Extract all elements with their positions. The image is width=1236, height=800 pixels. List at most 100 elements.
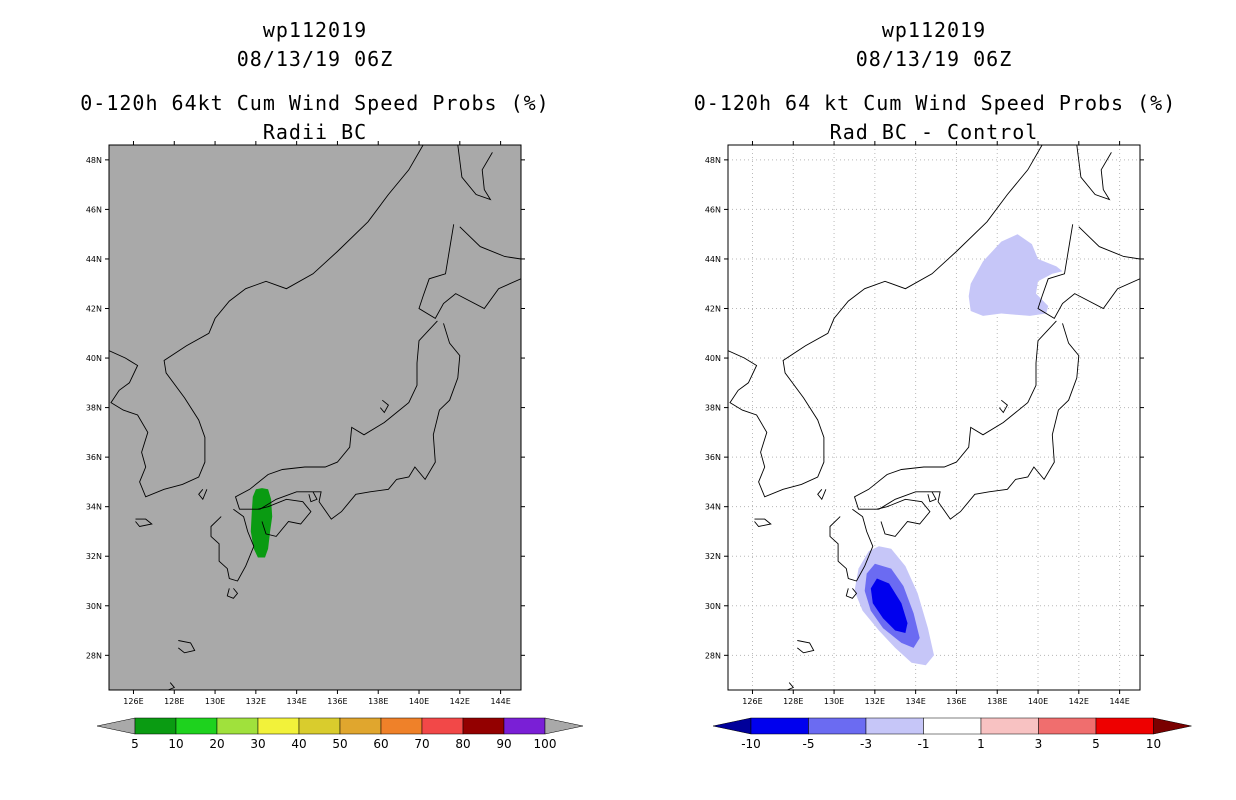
- coastline: [845, 588, 858, 599]
- x-tick-label: 134E: [286, 697, 306, 706]
- x-tick-label: 128E: [164, 697, 184, 706]
- colorbar-swatch: [750, 717, 809, 735]
- coastline: [210, 508, 255, 582]
- right-title-line-1: wp112019: [881, 18, 987, 42]
- coastline: [308, 491, 318, 503]
- right-map-background: [728, 145, 1140, 690]
- colorbar-swatch: [865, 717, 924, 735]
- colorbar-left-triangle: [96, 717, 136, 735]
- y-tick-label: 46N: [86, 205, 102, 214]
- y-tick-label: 38N: [86, 404, 102, 413]
- x-tick-label: 136E: [946, 697, 966, 706]
- coastline: [817, 489, 827, 501]
- colorbar-label: 80: [455, 737, 470, 751]
- colorbar-swatch: [1095, 717, 1154, 735]
- coastline: [178, 640, 196, 654]
- colorbar-swatch: [257, 717, 300, 735]
- x-tick-label: 140E: [1028, 697, 1048, 706]
- y-tick-label: 44N: [705, 255, 721, 264]
- x-tick-label: 126E: [742, 697, 762, 706]
- coastline: [1037, 224, 1140, 320]
- coastline: [728, 145, 1043, 498]
- colorbar-label: 30: [250, 737, 265, 751]
- coastline: [457, 145, 493, 201]
- coastline: [797, 640, 815, 654]
- y-tick-label: 36N: [705, 453, 721, 462]
- left-colorbar: 5 10 20 30 40 50 60 70 80 90 100: [96, 717, 584, 751]
- y-tick-label: 42N: [705, 305, 721, 314]
- colorbar-label: -3: [860, 737, 872, 751]
- coastline: [876, 498, 931, 537]
- left-map: 126E 128E 130E 132E 134E 136E 138E 140E 142E 144E…: [86, 141, 525, 706]
- x-tick-label: 134E: [905, 697, 925, 706]
- colorbar-swatch: [134, 717, 177, 735]
- right-contour-3: [968, 234, 1063, 316]
- colorbar-label: 3: [1035, 737, 1043, 751]
- y-tick-label: 40N: [86, 354, 102, 363]
- colorbar-label: 10: [168, 737, 183, 751]
- x-tick-label: 130E: [205, 697, 225, 706]
- x-tick-label: 142E: [450, 697, 470, 706]
- right-map: 126E 128E 130E 132E 134E 136E 138E 140E 142E 144E…: [705, 141, 1144, 706]
- coastline: [754, 518, 772, 527]
- coastline: [109, 145, 424, 498]
- colorbar-label: 60: [373, 737, 388, 751]
- colorbar-label: 50: [332, 737, 347, 751]
- y-tick-label: 40N: [705, 354, 721, 363]
- left-title-line-4: Radii BC: [262, 120, 368, 144]
- x-tick-label: 144E: [1109, 697, 1129, 706]
- colorbar-right-triangle: [1153, 717, 1192, 735]
- left-map-frame: [108, 144, 522, 691]
- y-tick-label: 38N: [705, 404, 721, 413]
- y-tick-label: 28N: [86, 651, 102, 660]
- left-map-background: [109, 145, 521, 690]
- colorbar-swatch: [808, 717, 867, 735]
- y-tick-label: 42N: [86, 305, 102, 314]
- y-tick-label: 34N: [705, 503, 721, 512]
- y-tick-label: 30N: [705, 602, 721, 611]
- left-title-line-1: wp112019: [262, 18, 368, 42]
- y-tick-label: 36N: [86, 453, 102, 462]
- x-tick-label: 144E: [490, 697, 510, 706]
- colorbar-label: 100: [534, 737, 557, 751]
- y-tick-label: 34N: [86, 503, 102, 512]
- right-title-line-2: 08/13/19 06Z: [855, 47, 1013, 71]
- x-tick-label: 126E: [123, 697, 143, 706]
- colorbar-swatch: [1038, 717, 1097, 735]
- colorbar-label: 5: [1092, 737, 1100, 751]
- right-map-frame: [727, 144, 1141, 691]
- coastline: [234, 320, 461, 520]
- x-tick-label: 132E: [865, 697, 885, 706]
- coastline: [853, 320, 1080, 520]
- x-tick-label: 130E: [824, 697, 844, 706]
- coastline: [829, 508, 874, 582]
- colorbar-right-triangle: [544, 717, 584, 735]
- colorbar-swatch: [175, 717, 218, 735]
- coastline: [198, 489, 208, 501]
- colorbar-swatch: [923, 717, 982, 735]
- coastline: [167, 682, 176, 690]
- coastline: [379, 399, 389, 414]
- colorbar-label: 40: [291, 737, 306, 751]
- y-tick-label: 46N: [705, 205, 721, 214]
- right-title-line-3: 0-120h 64 kt Cum Wind Speed Probs (%): [693, 91, 1177, 115]
- x-tick-label: 132E: [246, 697, 266, 706]
- colorbar-left-triangle: [712, 717, 752, 735]
- colorbar-swatch: [216, 717, 259, 735]
- y-tick-label: 32N: [86, 552, 102, 561]
- coastline: [998, 399, 1008, 414]
- colorbar-label: 70: [414, 737, 429, 751]
- right-colorbar: -10 -5 -3 -1 1 3 5 10: [712, 717, 1192, 751]
- x-tick-label: 136E: [327, 697, 347, 706]
- y-tick-label: 48N: [86, 156, 102, 165]
- colorbar-label: 20: [209, 737, 224, 751]
- colorbar-swatch: [380, 717, 423, 735]
- y-tick-label: 30N: [86, 602, 102, 611]
- coastline: [418, 224, 521, 320]
- coastline: [257, 498, 312, 537]
- colorbar-label: 5: [131, 737, 139, 751]
- colorbar-label: -10: [741, 737, 761, 751]
- x-tick-label: 128E: [783, 697, 803, 706]
- right-title-line-4: Rad BC - Control: [829, 120, 1039, 144]
